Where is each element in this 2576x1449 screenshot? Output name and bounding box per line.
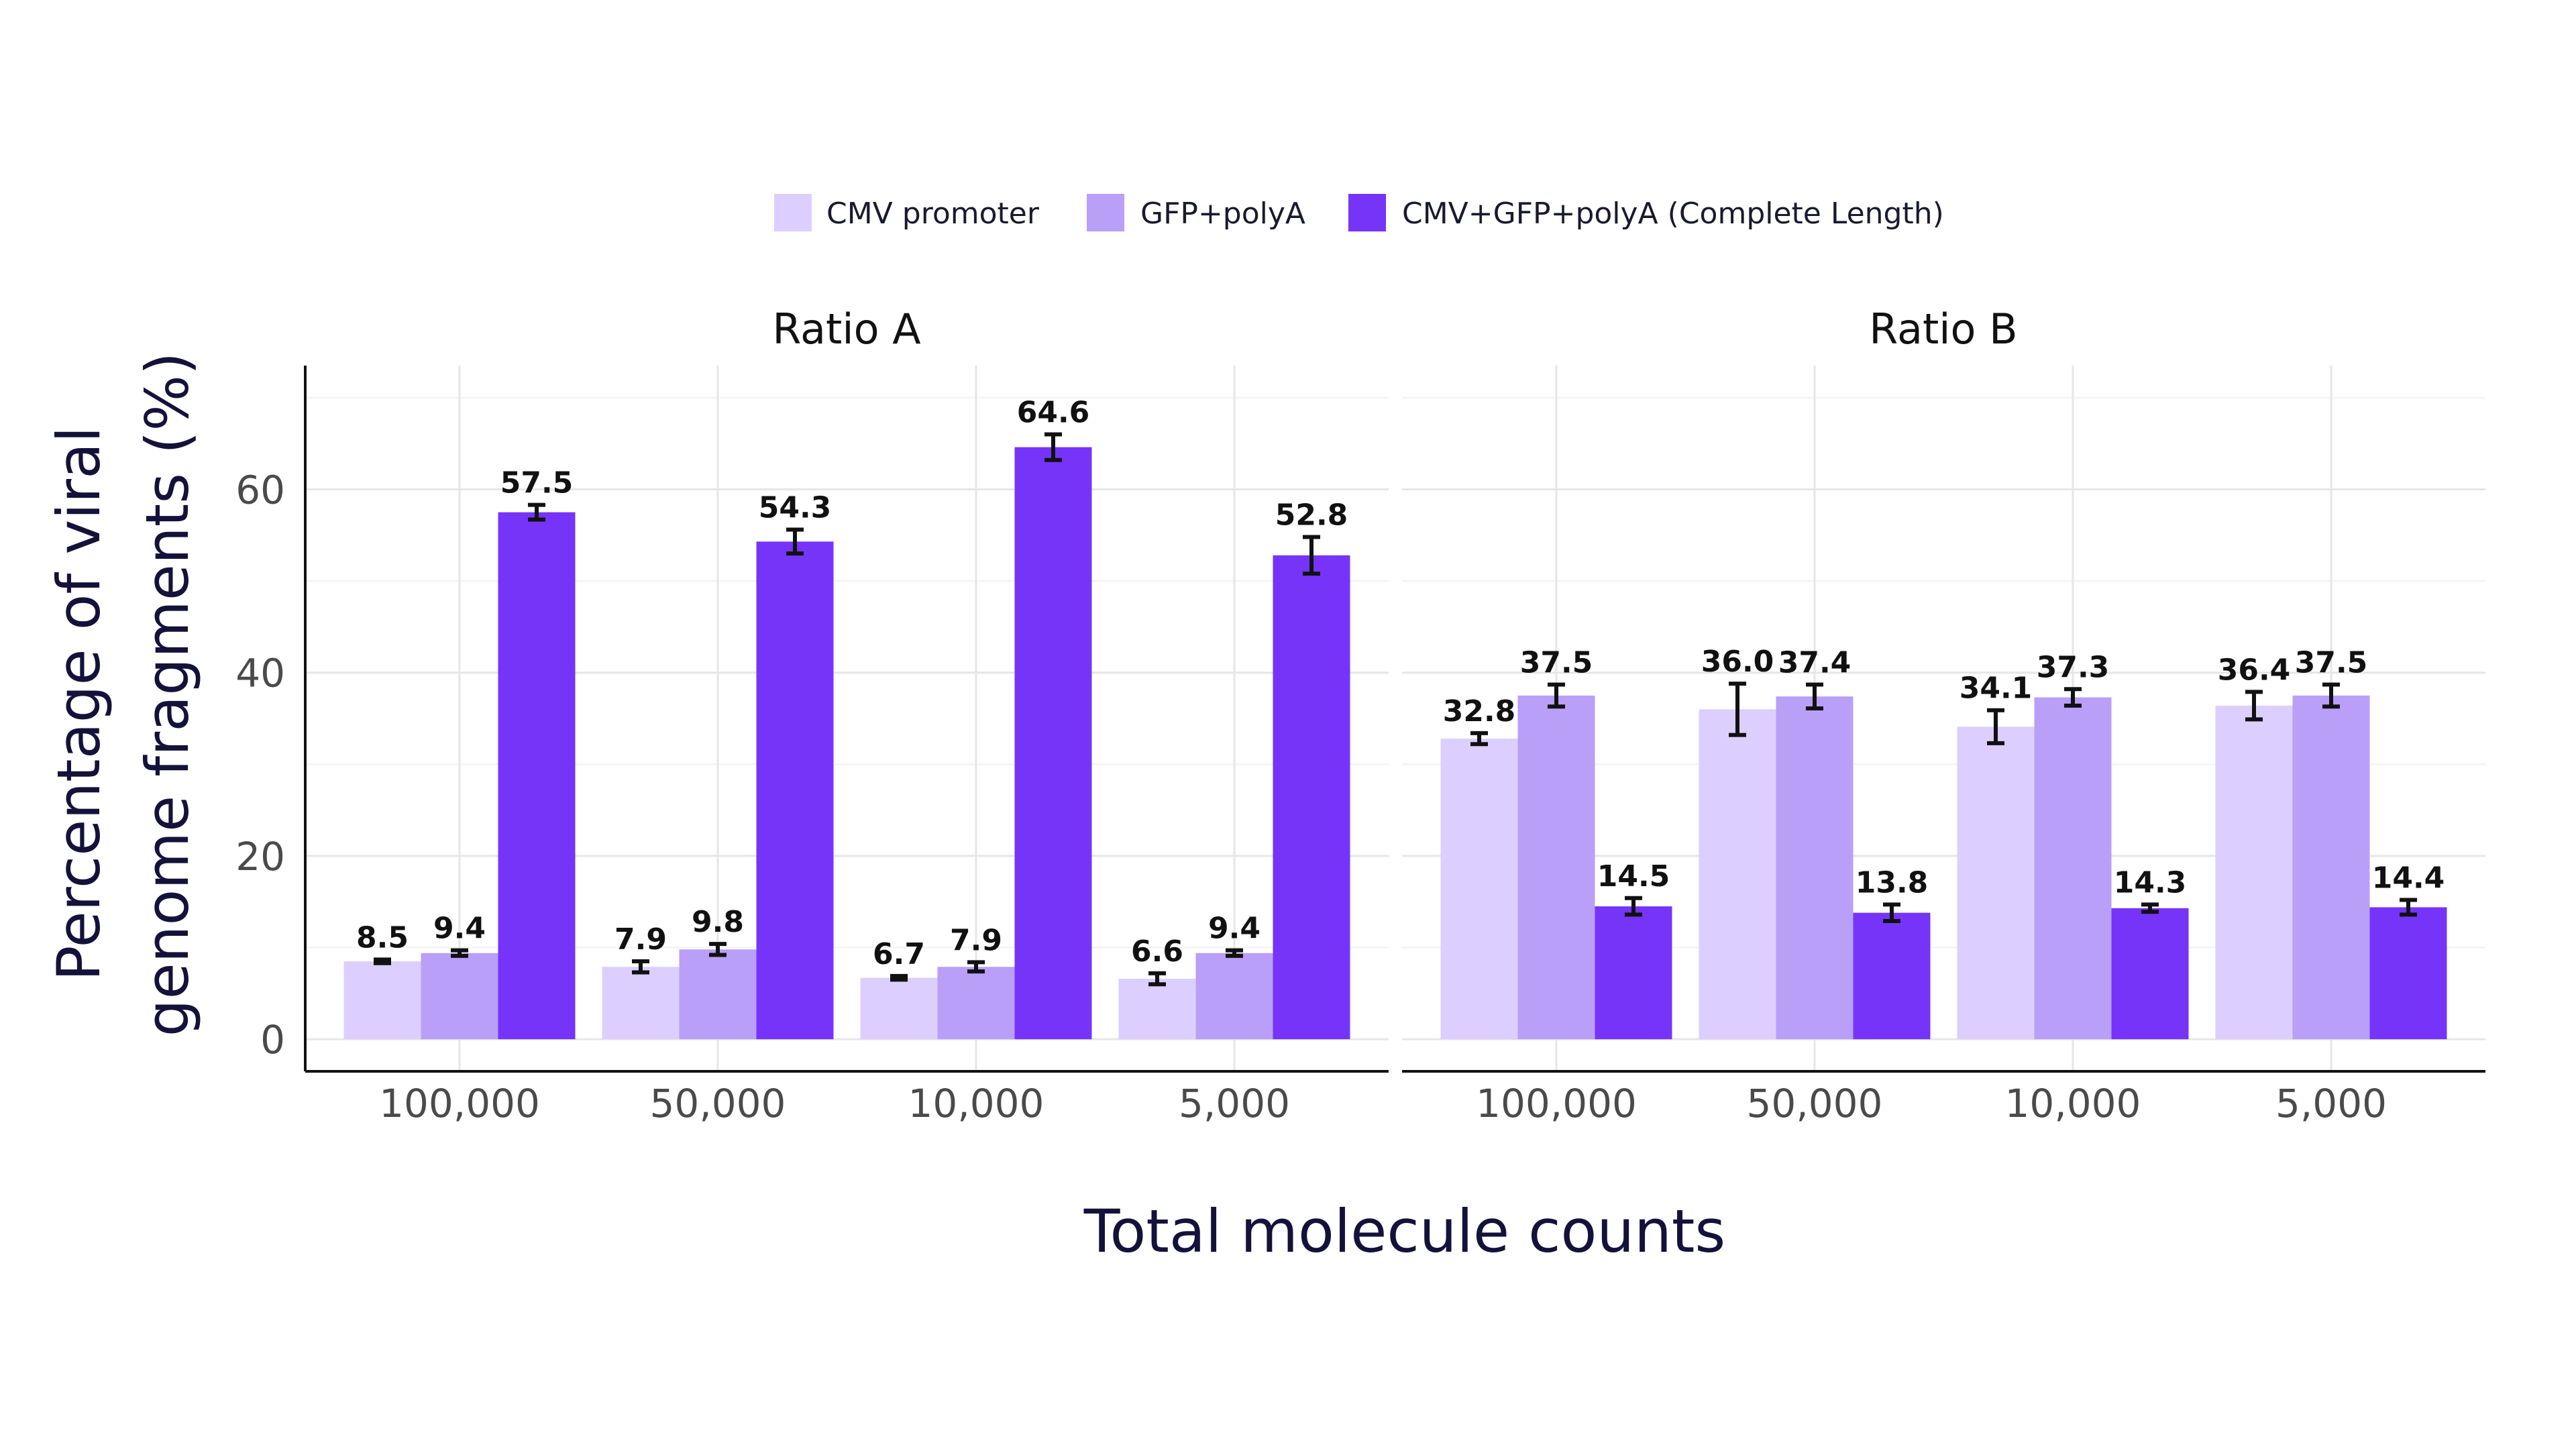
y-axis-title: Percentage of viral genome fragments (%) [44, 352, 202, 1037]
x-tick-label: 50,000 [650, 1081, 786, 1126]
bar [937, 967, 1015, 1040]
bar [421, 953, 498, 1040]
x-tick-label: 100,000 [379, 1081, 540, 1126]
bar [602, 967, 680, 1040]
legend-label-1: CMV promoter [826, 197, 1040, 231]
bar [1699, 709, 1776, 1040]
data-label: 37.5 [1520, 645, 1593, 680]
data-label: 36.0 [1701, 645, 1774, 679]
data-label: 6.6 [1131, 934, 1183, 969]
bar [1595, 906, 1672, 1040]
x-tick-label: 10,000 [2005, 1081, 2141, 1126]
y-tick-label: 20 [235, 834, 285, 879]
bar [1517, 695, 1595, 1040]
x-tick-label: 5,000 [2275, 1081, 2387, 1126]
bar [343, 961, 421, 1040]
chart-panels: Ratio A 8.5 7.9 6.7 6.6 9.4 9.8 7.9 9.4 57.5 54.3 6… [235, 305, 2485, 1126]
bar [756, 541, 834, 1040]
bar [2215, 705, 2293, 1040]
data-label: 52.8 [1275, 498, 1348, 532]
bar [679, 949, 757, 1040]
y-tick-label: 40 [235, 651, 285, 696]
data-label: 37.4 [1778, 645, 1851, 680]
legend: CMV promoter GFP+polyA CMV+GFP+polyA (Comp… [774, 194, 1944, 231]
panel-title-2: Ratio B [1869, 305, 2017, 354]
x-tick-label: 50,000 [1747, 1081, 1883, 1126]
data-label: 36.4 [2218, 653, 2291, 687]
data-label: 14.4 [2372, 861, 2445, 896]
legend-swatch-3 [1348, 194, 1386, 231]
panel-2: Ratio B32.836.034.136.437.5 37.4 37.3 37.51… [1402, 305, 2485, 1126]
bar [1853, 912, 1931, 1040]
data-label: 13.8 [1856, 865, 1929, 900]
bar [1195, 953, 1273, 1040]
bar [1440, 739, 1518, 1040]
x-axis-title: Total molecule counts [1083, 1197, 1725, 1266]
bar [1776, 696, 1854, 1040]
data-label: 7.9 [950, 923, 1002, 957]
x-tick-label: 100,000 [1476, 1081, 1637, 1126]
data-label: 6.7 [873, 937, 925, 971]
data-label: 64.6 [1017, 395, 1090, 429]
legend-swatch-2 [1087, 194, 1124, 231]
bar [1957, 727, 2035, 1040]
y-tick-label: 60 [235, 467, 285, 513]
bar [860, 977, 938, 1040]
data-label: 32.8 [1443, 694, 1516, 729]
data-label: 14.3 [2114, 865, 2187, 900]
data-label: 7.9 [614, 922, 667, 957]
legend-label-3: CMV+GFP+polyA (Complete Length) [1402, 197, 1944, 231]
bar [1014, 447, 1092, 1040]
y-axis-title-line-2: genome fragments (%) [133, 352, 202, 1037]
bar [1118, 979, 1196, 1040]
bar [2034, 697, 2112, 1040]
bar [2111, 908, 2189, 1040]
legend-swatch-1 [774, 194, 812, 231]
y-tick-label: 0 [260, 1017, 285, 1063]
data-label: 34.1 [1960, 672, 2033, 706]
bar [1273, 555, 1350, 1040]
data-label: 57.5 [500, 466, 574, 500]
bar [2292, 695, 2370, 1040]
bar [2369, 907, 2447, 1040]
data-label: 8.5 [356, 920, 409, 955]
x-tick-label: 10,000 [908, 1081, 1044, 1126]
y-axis-title-line-1: Percentage of viral [44, 427, 113, 981]
data-label: 9.4 [1208, 912, 1260, 946]
data-label: 9.8 [692, 905, 744, 939]
data-label: 37.5 [2295, 645, 2368, 680]
data-label: 37.3 [2037, 650, 2110, 684]
legend-label-2: GFP+polyA [1140, 197, 1305, 231]
panel-title-1: Ratio A [772, 305, 920, 354]
x-tick-label: 5,000 [1179, 1081, 1290, 1126]
data-label: 14.5 [1597, 859, 1670, 894]
data-label: 9.4 [433, 912, 486, 946]
panel-1: Ratio A 8.5 7.9 6.7 6.6 9.4 9.8 7.9 9.4 57.5 54.3 6… [235, 305, 1389, 1126]
bar [498, 512, 576, 1040]
data-label: 54.3 [759, 491, 832, 525]
